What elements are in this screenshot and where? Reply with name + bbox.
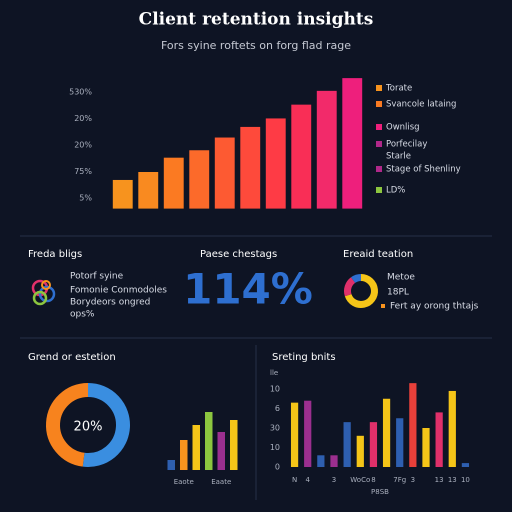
y-axis-label: lle bbox=[270, 369, 278, 377]
bar bbox=[461, 463, 470, 467]
bar bbox=[112, 179, 133, 209]
panel-line: 18PL bbox=[387, 288, 409, 298]
panel-line: ops% bbox=[70, 310, 95, 320]
x-tick-label: 3 bbox=[332, 476, 336, 484]
panel-title: Paese chestags bbox=[200, 249, 277, 260]
bar bbox=[396, 418, 404, 467]
bar bbox=[382, 398, 391, 467]
bar bbox=[230, 420, 238, 470]
legend-label: Starle bbox=[386, 152, 411, 162]
x-tick-label: 13 bbox=[435, 476, 444, 484]
bar bbox=[330, 455, 338, 467]
bar bbox=[317, 455, 325, 467]
bar bbox=[291, 104, 312, 209]
y-tick-label: 30 bbox=[270, 424, 280, 433]
y-tick-label: 75% bbox=[74, 167, 92, 176]
y-tick-label: 10 bbox=[270, 385, 280, 394]
y-tick-label: 0 bbox=[275, 463, 280, 472]
x-tick-label: 7Fg bbox=[393, 476, 406, 484]
bar bbox=[265, 118, 286, 209]
panel-line: Borydeors ongred bbox=[70, 298, 150, 308]
donut-slice bbox=[344, 277, 356, 297]
legend-label: LD% bbox=[386, 186, 405, 196]
legend-swatch bbox=[376, 101, 382, 107]
bar bbox=[304, 400, 312, 467]
bar bbox=[356, 435, 364, 467]
y-tick-label: 530% bbox=[69, 87, 92, 96]
title: Client retention insights bbox=[139, 10, 374, 30]
panel-title: Ereaid teation bbox=[343, 249, 413, 260]
bar bbox=[422, 428, 430, 467]
bar bbox=[167, 460, 175, 470]
legend-swatch bbox=[376, 141, 382, 147]
panel-line: Fert ay orong thtajs bbox=[390, 302, 479, 312]
x-tick-label: N bbox=[292, 476, 297, 484]
legend-label: Torate bbox=[385, 84, 412, 94]
donut-center-label: 20% bbox=[74, 420, 103, 435]
donut-slice bbox=[82, 383, 130, 467]
legend-label: Stage of Shenliny bbox=[386, 165, 461, 175]
bar bbox=[409, 383, 417, 467]
donut-slice bbox=[351, 274, 362, 284]
x-tick-label: 13 bbox=[448, 476, 457, 484]
y-tick-label: 20% bbox=[74, 140, 92, 149]
bar bbox=[214, 137, 235, 209]
legend-label: Ownlisg bbox=[386, 123, 420, 133]
panel-line: Fomonie Conmodoles bbox=[70, 286, 167, 296]
x-tick-label: 10 bbox=[461, 476, 470, 484]
donut-slice bbox=[46, 383, 89, 467]
bar bbox=[316, 90, 337, 209]
panel-line: Metoe bbox=[387, 273, 415, 283]
y-tick-label: 6 bbox=[275, 404, 280, 413]
bar bbox=[240, 126, 261, 209]
kpi-value: 114% bbox=[183, 265, 313, 314]
x-axis-label: P8SB bbox=[371, 488, 389, 496]
legend-label: Porfecilay bbox=[386, 140, 427, 150]
bar bbox=[435, 412, 443, 467]
bar bbox=[369, 422, 378, 467]
legend-swatch bbox=[376, 187, 382, 193]
bar bbox=[205, 412, 213, 470]
x-tick-label: 3 bbox=[411, 476, 415, 484]
legend-swatch bbox=[376, 124, 382, 130]
legend-swatch bbox=[381, 304, 385, 308]
x-tick-label: WoCo bbox=[350, 476, 370, 484]
legend-swatch bbox=[376, 85, 382, 91]
donut-slice bbox=[344, 274, 378, 308]
logo bbox=[31, 279, 56, 306]
subtitle: Fors syine roftets on forg flad rage bbox=[161, 39, 351, 52]
panel-title: Freda bligs bbox=[28, 249, 82, 260]
bar bbox=[189, 150, 210, 209]
bar bbox=[138, 172, 159, 209]
bar bbox=[290, 402, 299, 467]
bar bbox=[192, 425, 200, 470]
y-tick-label: 5% bbox=[79, 193, 92, 202]
legend-swatch bbox=[376, 166, 382, 172]
bar bbox=[163, 157, 184, 209]
x-tick-label: 8 bbox=[371, 476, 375, 484]
x-tick-label: Eaate bbox=[211, 478, 231, 486]
bar bbox=[343, 422, 351, 467]
x-tick-label: 4 bbox=[305, 476, 310, 484]
legend-label: Svancole lataing bbox=[386, 100, 456, 110]
bar bbox=[180, 440, 188, 470]
chart-title: Sreting bnits bbox=[272, 352, 336, 363]
bar bbox=[342, 78, 363, 209]
x-tick-label: Eaote bbox=[174, 478, 194, 486]
y-tick-label: 10 bbox=[270, 443, 280, 452]
y-tick-label: 20% bbox=[74, 114, 92, 123]
chart-title: Grend or estetion bbox=[28, 352, 116, 363]
bar bbox=[448, 390, 456, 467]
bar bbox=[217, 432, 225, 470]
panel-line: Potorf syine bbox=[70, 272, 124, 282]
